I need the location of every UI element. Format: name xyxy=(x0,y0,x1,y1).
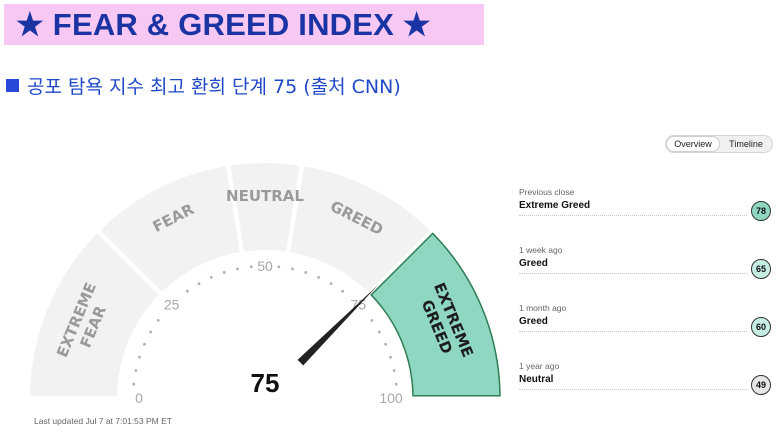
gauge-dot xyxy=(249,265,253,269)
gauge-dots xyxy=(132,265,398,386)
history-value-badge: 60 xyxy=(751,317,771,337)
gauge-dot xyxy=(209,276,213,279)
gauge-dot xyxy=(132,382,136,386)
tab-overview[interactable]: Overview xyxy=(666,136,720,152)
gauge-dot xyxy=(291,267,294,271)
gauge-dot xyxy=(341,289,344,293)
subtitle: 공포 탐욕 지수 최고 환희 단계 75 (출처 CNN) xyxy=(6,72,401,99)
gauge-segment-2 xyxy=(230,163,300,252)
gauge-segment-4 xyxy=(370,232,501,397)
gauge-dot xyxy=(156,319,160,322)
history-period: Previous close xyxy=(519,187,575,197)
dotted-divider xyxy=(519,273,747,274)
history-period: 1 week ago xyxy=(519,245,563,255)
gauge-segments xyxy=(30,163,501,397)
gauge-dot xyxy=(384,342,387,346)
gauge-dot xyxy=(138,355,141,359)
gauge-dot xyxy=(377,330,381,334)
gauge-tick-label: 100 xyxy=(379,390,403,406)
gauge-segment-3 xyxy=(290,166,430,292)
dotted-divider xyxy=(519,215,747,216)
title-banner: ★ FEAR & GREED INDEX ★ xyxy=(4,4,484,45)
gauge-tick-label: 0 xyxy=(135,390,143,406)
history-value-badge: 49 xyxy=(751,375,771,395)
history-value-badge: 78 xyxy=(751,201,771,221)
history-value-badge: 65 xyxy=(751,259,771,279)
dotted-divider xyxy=(519,389,747,390)
history-item: Previous close Extreme Greed 78 xyxy=(519,187,773,221)
subtitle-text: 공포 탐욕 지수 최고 환희 단계 75 (출처 CNN) xyxy=(27,76,401,98)
history-period: 1 month ago xyxy=(519,303,567,313)
history-period: 1 year ago xyxy=(519,361,560,371)
gauge-dot xyxy=(392,369,396,372)
gauge-segment-0 xyxy=(30,233,159,396)
view-toggle[interactable]: Overview Timeline xyxy=(665,135,773,153)
gauge-dot xyxy=(186,289,189,293)
gauge-dot xyxy=(304,271,308,274)
gauge-dot xyxy=(394,382,398,386)
history-item: 1 year ago Neutral 49 xyxy=(519,361,773,395)
tab-timeline[interactable]: Timeline xyxy=(729,139,763,149)
gauge-dot xyxy=(143,342,146,346)
history-rating: Extreme Greed xyxy=(519,200,591,211)
gauge-dot xyxy=(329,282,333,286)
gauge-hub xyxy=(215,348,315,398)
last-updated: Last updated Jul 7 at 7:01:53 PM ET xyxy=(34,416,172,426)
history-item: 1 month ago Greed 60 xyxy=(519,303,773,337)
history-rating: Neutral xyxy=(519,374,554,385)
gauge-dot xyxy=(134,369,138,372)
gauge-dot xyxy=(370,319,374,322)
square-bullet-icon xyxy=(6,79,19,92)
history-rating: Greed xyxy=(519,258,548,269)
history-item: 1 week ago Greed 65 xyxy=(519,245,773,279)
page-title: ★ FEAR & GREED INDEX ★ xyxy=(16,6,431,42)
gauge-tick-label: 50 xyxy=(257,258,273,274)
gauge-dot xyxy=(222,271,226,274)
dotted-divider xyxy=(519,331,747,332)
gauge-value: 75 xyxy=(251,368,280,398)
gauge-segment-1 xyxy=(100,166,240,292)
gauge-segment-label-2: NEUTRAL xyxy=(226,187,304,205)
gauge-dot xyxy=(317,276,321,279)
history-rating: Greed xyxy=(519,316,548,327)
gauge-dot xyxy=(197,282,201,286)
gauge-dot xyxy=(277,265,281,269)
gauge-dot xyxy=(149,330,153,334)
gauge-tick-label: 25 xyxy=(164,297,180,313)
gauge-needle xyxy=(297,284,379,366)
gauge-dot xyxy=(389,355,392,359)
gauge-dot xyxy=(236,267,239,271)
